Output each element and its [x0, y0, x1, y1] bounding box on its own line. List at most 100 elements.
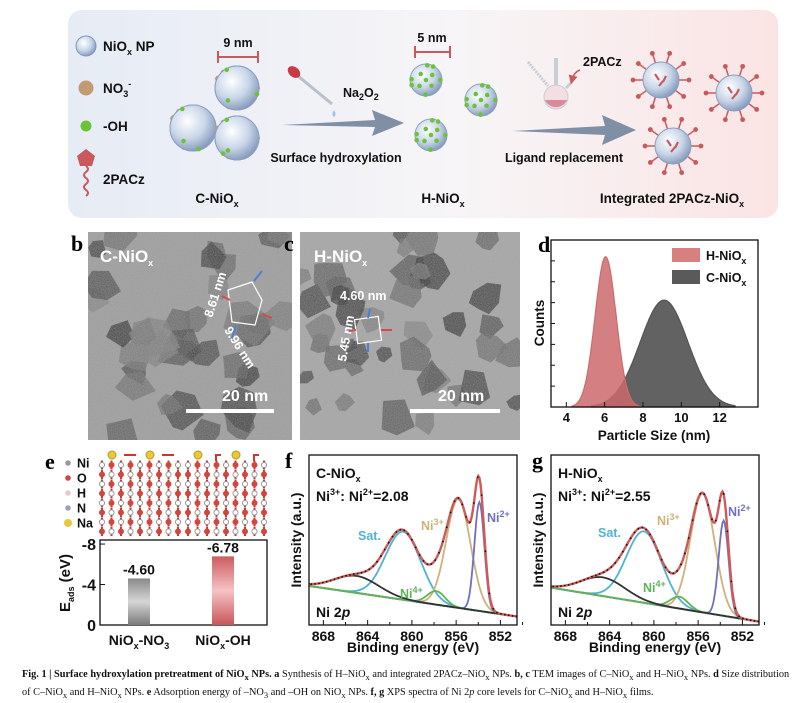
internal-ligand: [727, 86, 740, 100]
data-point: [645, 528, 648, 531]
lattice-atom: [194, 519, 201, 526]
ligand-chain: [675, 63, 684, 71]
h-niox-size: 5 nm: [417, 31, 446, 45]
data-point: [575, 581, 578, 584]
data-point: [687, 537, 690, 539]
data-point: [726, 530, 729, 533]
data-point: [552, 585, 555, 588]
surface-group: [438, 77, 443, 83]
surface-group: [224, 67, 230, 73]
step-ligand-replacement: Ligand replacement: [505, 151, 624, 165]
data-point: [449, 511, 452, 514]
tem-b-scale-label: 20 nm: [222, 388, 268, 405]
data-point: [434, 559, 437, 562]
data-point: [571, 582, 574, 585]
lattice-atom: [251, 490, 258, 497]
data-point: [407, 532, 409, 535]
lattice-atom: [260, 490, 267, 497]
data-point: [457, 497, 460, 499]
hydroxyl-icon: [80, 120, 92, 132]
lattice-atom: [203, 490, 210, 497]
surface-group: [422, 138, 427, 144]
surface-group: [485, 84, 491, 89]
lattice-atom: [222, 461, 229, 468]
surface-group: [224, 117, 230, 123]
distribution-h-niox: [571, 255, 642, 408]
ligand-chain: [663, 162, 669, 172]
lattice-atom: [165, 480, 172, 487]
lattice-atom: [146, 509, 153, 516]
c-niox-size: 9 nm: [223, 36, 252, 50]
ligand-head: [642, 143, 648, 149]
surface-group: [464, 96, 469, 102]
component-label: Ni2+: [487, 509, 510, 525]
data-point: [453, 500, 456, 503]
data-point: [722, 492, 725, 495]
lattice-atom: [213, 499, 220, 506]
lattice-atom: [99, 490, 106, 497]
lattice-atom: [213, 528, 220, 535]
hydroxyl-adsorbate: [253, 454, 259, 461]
lattice-atom: [127, 480, 134, 487]
lattice-atom: [194, 499, 201, 506]
lattice-atom: [213, 471, 220, 478]
lattice-atom: [222, 499, 229, 506]
legend-no3: NO3-: [103, 79, 131, 99]
legend-atom-na: Na: [77, 517, 94, 531]
ligand-chain: [650, 129, 659, 137]
surface-group: [409, 82, 414, 88]
sample-title: C-NiOx: [316, 465, 361, 484]
data-point: [380, 555, 382, 557]
lattice-atom: [194, 471, 201, 478]
label-part: x: [134, 641, 139, 651]
core-level-label: Ni 2p: [558, 604, 593, 620]
data-point: [664, 566, 667, 569]
data-point: [511, 614, 514, 617]
data-point: [734, 607, 737, 610]
data-point: [360, 571, 363, 574]
x-category-label: NiOx-OH: [195, 632, 251, 651]
nanoparticle: [654, 127, 692, 165]
lattice-atom: [203, 461, 210, 468]
data-point: [649, 533, 651, 536]
p: 3+: [572, 487, 582, 497]
p: Ni: [657, 514, 670, 528]
ligand-head: [649, 104, 655, 110]
label-part: -NO: [139, 632, 165, 648]
surface-group: [429, 118, 435, 123]
p: 2+: [363, 487, 373, 497]
p: Ni: [728, 505, 741, 519]
label-part: x: [220, 641, 225, 651]
ligand-chain: [651, 96, 657, 106]
ligand-head: [708, 74, 714, 79]
tem-b-scale-bar: [186, 409, 274, 413]
panel-label-f: f: [285, 448, 293, 473]
nanoparticle-icon: [75, 35, 97, 57]
nanoparticle: [715, 74, 753, 112]
lattice-atom: [241, 519, 248, 526]
lattice-atom: [136, 471, 143, 478]
p: Ni: [643, 581, 656, 595]
lattice-atom: [222, 509, 229, 516]
tem-c-dimension-1: 4.60 nm: [340, 289, 387, 303]
label-part: 3: [164, 641, 169, 651]
surface-group: [493, 97, 498, 103]
data-point: [656, 549, 659, 552]
data-point: [329, 579, 332, 582]
surface-group: [484, 92, 490, 98]
h-niox-label: H-NiOx: [421, 191, 464, 209]
component-label: Sat.: [598, 526, 621, 540]
lattice-atom: [127, 461, 134, 468]
lattice-atom: [232, 461, 239, 468]
data-point: [333, 578, 336, 581]
tem-b-arrow: [261, 313, 273, 319]
ligand-head: [661, 170, 667, 176]
lattice-atom: [184, 461, 191, 468]
lattice-atom: [136, 461, 143, 468]
data-point: [703, 493, 706, 496]
ligand-head: [679, 170, 685, 176]
p: p: [583, 604, 593, 620]
surface-group: [423, 92, 428, 98]
tem-image-c-niox: [88, 232, 292, 440]
